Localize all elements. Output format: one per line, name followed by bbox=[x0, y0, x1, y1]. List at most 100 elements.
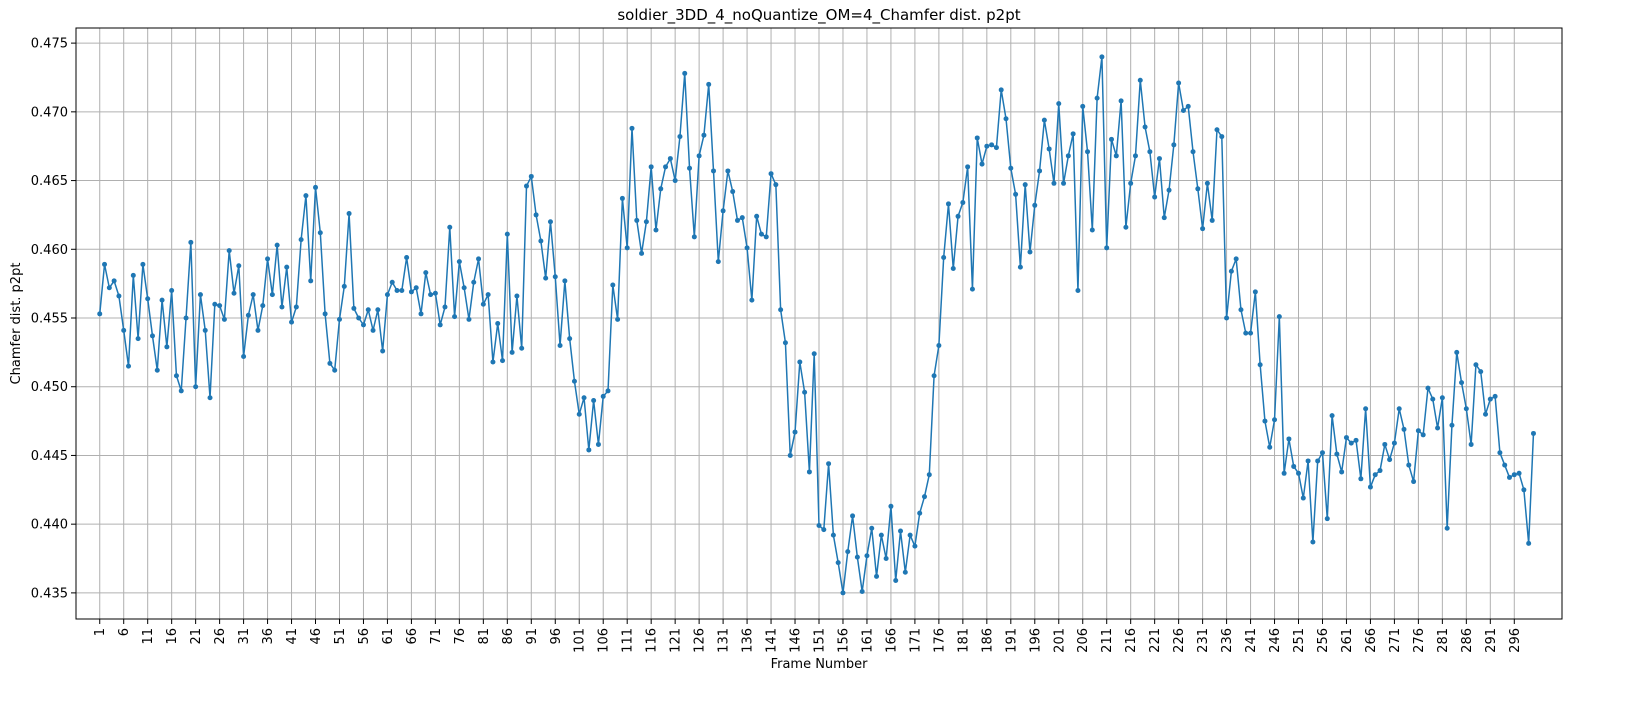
data-point bbox=[1401, 426, 1407, 432]
data-point bbox=[567, 336, 573, 342]
data-point bbox=[1252, 289, 1258, 295]
data-point bbox=[936, 342, 942, 348]
data-point bbox=[979, 161, 985, 167]
data-point bbox=[878, 532, 884, 538]
data-point bbox=[816, 523, 822, 529]
data-point bbox=[504, 231, 510, 237]
x-tick-label: 71 bbox=[429, 628, 444, 645]
x-tick-label: 186 bbox=[980, 628, 995, 653]
data-point bbox=[519, 345, 525, 351]
x-tick-label: 236 bbox=[1220, 628, 1235, 653]
data-point bbox=[1382, 441, 1388, 447]
data-point bbox=[1085, 149, 1091, 155]
x-tick-label: 271 bbox=[1388, 628, 1403, 653]
data-point bbox=[974, 135, 980, 141]
data-point bbox=[917, 510, 923, 516]
data-point bbox=[667, 156, 673, 162]
data-point bbox=[461, 285, 467, 291]
data-point bbox=[207, 395, 213, 401]
data-point bbox=[226, 248, 232, 254]
data-point bbox=[154, 367, 160, 373]
data-point bbox=[639, 250, 645, 256]
data-point bbox=[931, 373, 937, 379]
x-tick-label: 211 bbox=[1100, 628, 1115, 653]
data-point bbox=[1104, 245, 1110, 251]
data-point bbox=[1176, 80, 1182, 86]
data-point bbox=[1214, 127, 1220, 133]
data-point bbox=[1267, 444, 1273, 450]
data-point bbox=[169, 288, 175, 294]
data-point bbox=[1190, 149, 1196, 155]
data-point bbox=[907, 532, 913, 538]
data-point bbox=[1483, 411, 1489, 417]
data-point bbox=[1113, 153, 1119, 159]
data-point bbox=[1041, 117, 1047, 123]
data-point bbox=[1348, 440, 1354, 446]
data-point bbox=[821, 527, 827, 533]
y-tick-label: 0.440 bbox=[31, 518, 68, 533]
data-point bbox=[1027, 249, 1033, 255]
y-tick-label: 0.470 bbox=[31, 105, 68, 120]
data-point bbox=[432, 290, 438, 296]
x-tick-label: 196 bbox=[1028, 628, 1043, 653]
data-point bbox=[1526, 540, 1532, 546]
data-point bbox=[950, 266, 956, 272]
data-point bbox=[1046, 146, 1052, 152]
x-tick-label: 241 bbox=[1244, 628, 1259, 653]
data-point bbox=[854, 554, 860, 560]
data-point bbox=[1329, 413, 1335, 419]
x-tick-label: 26 bbox=[213, 628, 228, 645]
x-tick-label: 76 bbox=[453, 628, 468, 645]
data-point bbox=[1017, 264, 1023, 270]
data-point bbox=[1228, 268, 1234, 274]
data-point bbox=[1032, 202, 1038, 208]
data-point bbox=[404, 255, 410, 261]
x-tick-label: 66 bbox=[405, 628, 420, 645]
data-point bbox=[116, 293, 122, 299]
data-point bbox=[663, 164, 669, 170]
data-point bbox=[1339, 469, 1345, 475]
data-point bbox=[629, 125, 635, 131]
data-point bbox=[543, 275, 549, 281]
data-point bbox=[547, 219, 553, 225]
x-tick-label: 46 bbox=[309, 628, 324, 645]
data-point bbox=[1089, 227, 1095, 233]
data-point bbox=[260, 303, 266, 309]
data-point bbox=[250, 292, 256, 298]
data-point bbox=[888, 503, 894, 509]
data-point bbox=[1156, 156, 1162, 162]
data-point bbox=[859, 589, 865, 595]
data-point bbox=[279, 304, 285, 310]
data-point bbox=[634, 217, 640, 223]
data-point bbox=[346, 211, 352, 217]
data-point bbox=[524, 183, 529, 189]
data-point bbox=[97, 311, 103, 317]
data-point bbox=[1478, 369, 1484, 375]
data-point bbox=[912, 543, 918, 549]
x-tick-label: 131 bbox=[717, 628, 732, 653]
data-point bbox=[562, 278, 568, 284]
data-point bbox=[701, 132, 707, 138]
data-point bbox=[442, 304, 448, 310]
data-point bbox=[945, 201, 951, 207]
data-point bbox=[802, 389, 808, 395]
data-point bbox=[245, 312, 251, 318]
data-point bbox=[178, 388, 184, 394]
x-axis-label: Frame Number bbox=[771, 657, 869, 672]
x-tick-label: 291 bbox=[1484, 628, 1499, 653]
x-tick-label: 91 bbox=[525, 628, 540, 645]
data-point bbox=[399, 288, 405, 294]
data-point bbox=[586, 447, 592, 453]
data-point bbox=[1248, 330, 1254, 336]
data-point bbox=[725, 168, 731, 174]
x-tick-label: 146 bbox=[789, 628, 804, 653]
data-point bbox=[380, 348, 386, 354]
data-point bbox=[1272, 417, 1278, 423]
data-point bbox=[1310, 539, 1316, 545]
data-point bbox=[864, 553, 870, 559]
data-point bbox=[1396, 406, 1402, 412]
data-point bbox=[202, 327, 208, 333]
data-point bbox=[370, 327, 376, 333]
data-point bbox=[1300, 495, 1306, 501]
data-point bbox=[893, 578, 899, 584]
